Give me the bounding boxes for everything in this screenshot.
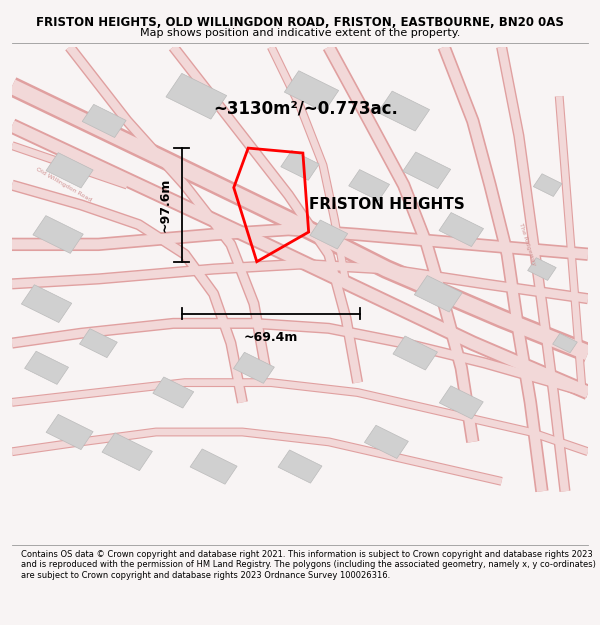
Bar xyxy=(553,334,577,352)
Bar xyxy=(102,433,152,471)
Bar xyxy=(364,425,409,459)
Bar xyxy=(310,220,348,249)
Bar xyxy=(22,285,72,322)
Bar xyxy=(533,174,562,196)
Text: Contains OS data © Crown copyright and database right 2021. This information is : Contains OS data © Crown copyright and d… xyxy=(21,550,596,580)
Text: ~97.6m: ~97.6m xyxy=(158,177,172,232)
Bar xyxy=(439,386,483,419)
Bar xyxy=(46,152,93,188)
Bar xyxy=(281,151,319,180)
Text: The Ridgeway: The Ridgeway xyxy=(518,222,537,266)
Bar xyxy=(166,73,227,119)
Bar xyxy=(527,258,556,281)
Bar xyxy=(25,351,68,384)
Bar xyxy=(46,414,93,449)
Bar xyxy=(79,329,118,357)
Bar xyxy=(33,216,83,253)
Bar xyxy=(349,169,389,201)
Bar xyxy=(153,377,194,408)
Bar xyxy=(439,213,484,247)
Bar xyxy=(378,91,430,131)
Text: ~3130m²/~0.773ac.: ~3130m²/~0.773ac. xyxy=(214,99,398,118)
Text: Map shows position and indicative extent of the property.: Map shows position and indicative extent… xyxy=(140,28,460,38)
Bar xyxy=(415,276,462,312)
Text: FRISTON HEIGHTS, OLD WILLINGDON ROAD, FRISTON, EASTBOURNE, BN20 0AS: FRISTON HEIGHTS, OLD WILLINGDON ROAD, FR… xyxy=(36,16,564,29)
Bar xyxy=(82,104,126,138)
Bar xyxy=(393,336,437,370)
Bar xyxy=(284,71,338,112)
Text: FRISTON HEIGHTS: FRISTON HEIGHTS xyxy=(308,198,464,212)
Bar xyxy=(403,152,451,189)
Bar xyxy=(190,449,237,484)
Text: ~69.4m: ~69.4m xyxy=(244,331,298,344)
Bar xyxy=(278,450,322,483)
Text: Old Willingdon Road: Old Willingdon Road xyxy=(35,167,92,203)
Bar xyxy=(233,352,274,383)
